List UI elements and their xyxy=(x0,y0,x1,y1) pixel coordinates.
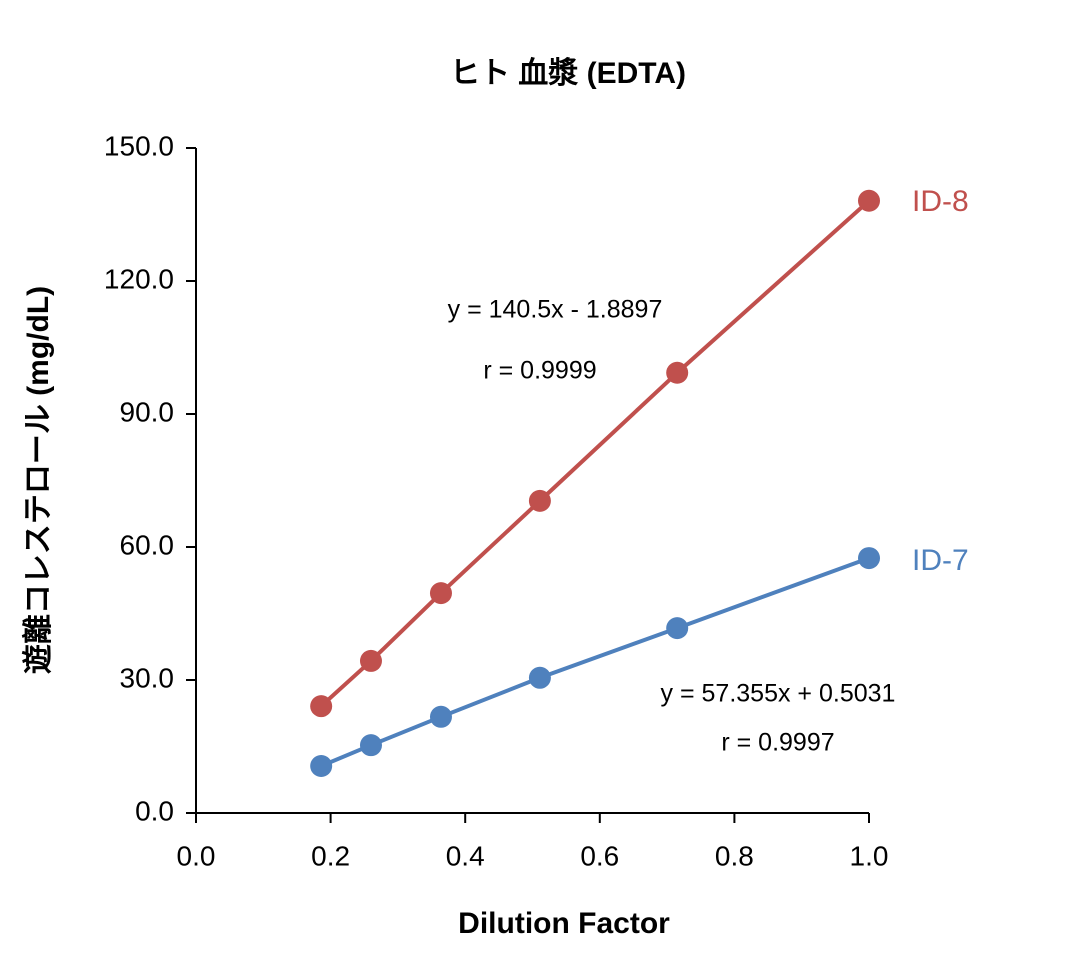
data-point xyxy=(429,582,452,605)
series-label: ID-7 xyxy=(912,544,969,577)
y-tick-label: 60.0 xyxy=(120,529,175,560)
x-tick-label: 0.0 xyxy=(177,840,216,871)
y-axis-label: 遊離コレステロール (mg/dL) xyxy=(21,286,55,674)
data-point xyxy=(528,489,551,512)
data-point xyxy=(310,755,333,778)
data-point xyxy=(359,734,382,757)
data-point xyxy=(359,649,382,672)
y-tick-label: 90.0 xyxy=(120,396,175,427)
y-tick-label: 30.0 xyxy=(120,662,175,693)
x-tick-label: 0.4 xyxy=(446,840,485,871)
annotation: r = 0.9999 xyxy=(483,357,596,385)
chart-title: ヒト 血漿 (EDTA) xyxy=(450,57,686,90)
data-point xyxy=(858,189,880,212)
series-line xyxy=(319,199,871,708)
x-tick-label: 0.2 xyxy=(311,840,350,871)
data-point xyxy=(528,666,551,689)
data-point xyxy=(666,361,689,384)
y-tick-label: 150.0 xyxy=(104,130,174,161)
series-label: ID-8 xyxy=(912,185,969,218)
y-tick-label: 0.0 xyxy=(135,795,174,826)
x-tick-label: 0.6 xyxy=(580,840,619,871)
x-tick-label: 1.0 xyxy=(850,840,889,871)
x-tick-label: 0.8 xyxy=(715,840,754,871)
data-point xyxy=(858,547,880,570)
data-point xyxy=(666,617,689,640)
data-point xyxy=(310,695,333,718)
annotation: r = 0.9997 xyxy=(721,729,834,757)
x-axis-label: Dilution Factor xyxy=(458,907,670,940)
annotation: y = 57.355x + 0.5031 xyxy=(661,680,896,708)
y-tick-label: 120.0 xyxy=(104,263,174,294)
annotation: y = 140.5x - 1.8897 xyxy=(448,296,663,324)
data-point xyxy=(429,705,452,728)
